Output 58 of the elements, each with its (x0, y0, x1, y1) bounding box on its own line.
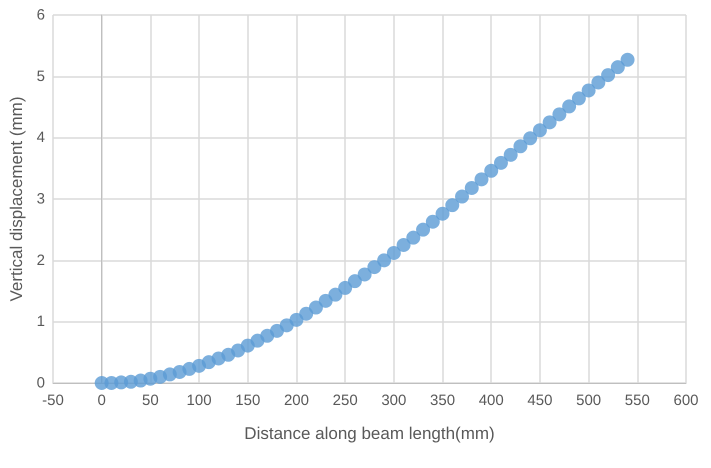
x-axis-title: Distance along beam length(mm) (244, 424, 495, 443)
point (591, 75, 606, 90)
point (396, 238, 411, 252)
point (542, 115, 557, 130)
point (416, 222, 430, 237)
x-tick-label: 100 (186, 392, 212, 409)
y-tick-label: 3 (36, 190, 45, 208)
point (426, 214, 440, 229)
point (367, 260, 382, 274)
x-tick-label: 350 (430, 392, 456, 409)
point (299, 306, 314, 321)
x-tick-label: 150 (235, 392, 260, 409)
point (406, 230, 420, 245)
y-tick-label: 1 (36, 313, 45, 330)
point (445, 198, 460, 212)
point (455, 190, 470, 204)
point (386, 246, 401, 260)
x-tick-label: 600 (673, 392, 699, 409)
point (504, 148, 518, 162)
point (562, 99, 576, 114)
point (338, 280, 352, 295)
x-tick-label: 250 (332, 392, 358, 409)
y-tick-label: 6 (36, 6, 45, 24)
y-tick-label: 5 (36, 68, 45, 85)
x-tick-label: 200 (284, 392, 309, 409)
point (318, 294, 333, 308)
point (532, 123, 547, 138)
point (289, 312, 304, 327)
point (358, 267, 372, 282)
x-tick-label: 550 (624, 392, 650, 409)
y-axis-title: Vertical displacement (mm) (7, 96, 26, 302)
x-tick-label: 400 (478, 392, 504, 409)
point (582, 83, 596, 98)
point (513, 139, 528, 154)
y-tick-label: 2 (36, 252, 45, 269)
point (436, 206, 450, 221)
x-tick-label: 450 (527, 392, 552, 409)
point (572, 91, 586, 106)
x-tick-label: 0 (98, 392, 106, 409)
point (552, 107, 566, 122)
point (601, 68, 616, 82)
y-tick-label: 4 (36, 129, 45, 146)
point (484, 164, 498, 178)
point (494, 156, 508, 170)
x-tick-label: -50 (42, 392, 64, 409)
point (377, 253, 392, 268)
x-tick-label: 300 (381, 392, 406, 409)
point (523, 131, 538, 146)
point (464, 180, 479, 195)
y-tick-label: 0 (36, 374, 45, 392)
x-tick-label: 500 (576, 392, 602, 409)
point (308, 300, 323, 315)
point (610, 60, 625, 74)
point (620, 52, 635, 67)
point (328, 288, 342, 302)
point (474, 172, 488, 186)
x-tick-label: 50 (142, 392, 159, 409)
point (348, 274, 362, 288)
